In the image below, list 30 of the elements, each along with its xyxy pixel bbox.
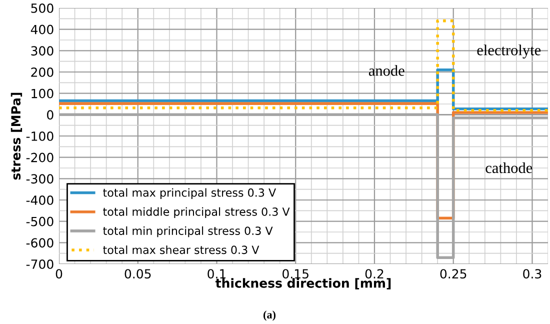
annotation: electrolyte bbox=[477, 44, 541, 58]
legend-label: total max shear stress 0.3 V bbox=[103, 245, 260, 254]
x-tick-label: 0.2 bbox=[365, 269, 384, 279]
x-tick-label: 0.3 bbox=[523, 269, 542, 279]
y-tick-label: 100 bbox=[32, 88, 54, 98]
y-tick-label: -400 bbox=[26, 195, 54, 205]
annotation: anode bbox=[368, 65, 404, 76]
x-tick-label: 0.25 bbox=[440, 269, 466, 279]
y-tick-label: -200 bbox=[26, 152, 54, 162]
x-tick-label: 0 bbox=[56, 269, 62, 279]
y-tick-label: -300 bbox=[26, 174, 54, 184]
y-tick-label: 0 bbox=[47, 110, 54, 120]
annotation: cathode bbox=[486, 162, 532, 174]
x-tick-label: 0.05 bbox=[124, 269, 151, 279]
y-axis-title: stress [MPa] bbox=[10, 92, 22, 180]
y-tick-label: -600 bbox=[26, 238, 54, 248]
x-tick-label: 0.1 bbox=[208, 269, 226, 279]
legend-label: total middle principal stress 0.3 V bbox=[103, 207, 290, 218]
y-tick-label: 500 bbox=[31, 3, 54, 13]
y-tick-label: -500 bbox=[26, 216, 54, 226]
y-tick-label: 300 bbox=[31, 46, 54, 56]
text: (a) bbox=[264, 310, 276, 321]
y-tick-label: -100 bbox=[26, 131, 54, 141]
x-tick-label: 0.15 bbox=[282, 269, 308, 279]
x-axis-title: thickness direction [mm] bbox=[215, 278, 391, 290]
y-tick-label: -700 bbox=[26, 259, 54, 269]
y-tick-label: 200 bbox=[31, 67, 54, 77]
legend-label: total max principal stress 0.3 V bbox=[103, 188, 276, 199]
y-tick-label: 400 bbox=[30, 24, 54, 34]
legend-label: total min principal stress 0.3 V bbox=[103, 226, 273, 238]
